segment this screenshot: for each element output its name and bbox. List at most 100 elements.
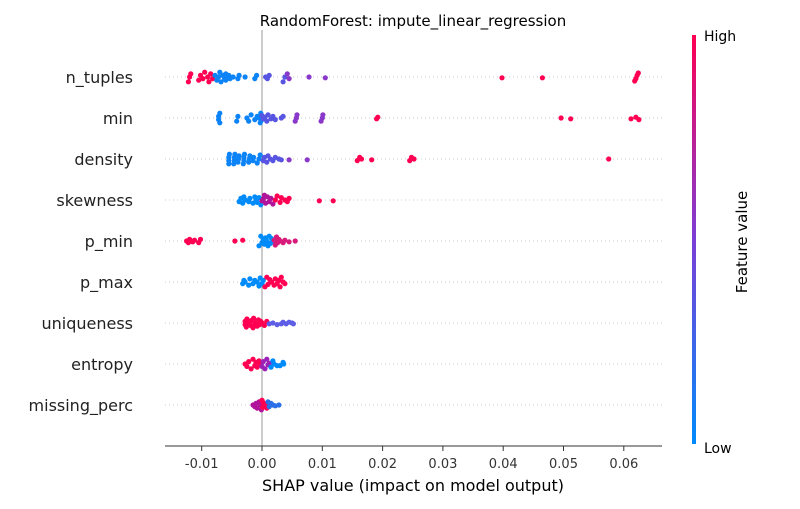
shap-point [240,237,246,243]
shap-point [257,152,263,158]
shap-point [320,112,326,118]
shap-point [568,116,574,122]
shap-point [236,72,242,78]
shap-point [280,113,286,119]
shap-point [247,276,253,282]
x-tick-label: 0.04 [489,457,518,472]
shap-point [322,75,328,81]
shap-point [187,74,193,80]
shap-point [286,76,292,82]
shap-point [262,366,268,372]
shap-point [277,284,283,290]
shap-point [248,366,254,372]
shap-point [270,320,276,326]
shap-point [272,197,278,203]
shap-point [202,69,208,75]
shap-point [290,321,296,327]
feature-label: skewness [56,191,133,210]
shap-point [260,196,266,202]
shap-point [274,322,280,328]
shap-point [185,79,191,85]
shap-point [218,79,224,85]
shap-point [206,79,212,85]
shap-point [244,316,250,322]
shap-point [272,117,278,123]
shap-point [246,118,252,124]
shap-point [196,77,202,83]
shap-point [226,151,232,157]
shap-point [282,237,288,243]
shap-point [242,74,248,80]
colorbar-title: Feature value [733,191,751,293]
shap-point [499,75,505,81]
feature-label: entropy [71,355,133,374]
colorbar-low-label: Low [704,441,732,457]
shap-point [635,70,641,76]
shap-point [197,236,204,242]
shap-point [539,75,546,81]
shap-point [266,72,272,78]
shap-point [281,361,287,367]
feature-label: uniqueness [41,314,133,333]
feature-label: n_tuples [66,68,133,88]
shap-point [217,120,223,126]
shap-point [369,157,375,163]
shap-point [284,71,290,77]
shap-points [184,69,642,413]
shap-point [191,237,198,243]
shap-point [266,360,272,366]
shap-point [274,193,280,199]
shap-point [261,322,267,328]
shap-point [254,72,260,78]
shap-point [278,274,284,280]
shap-point [282,281,288,287]
shap-point [292,238,298,244]
shap-point [375,114,381,120]
chart-title: RandomForest: impute_linear_regression [260,12,566,31]
feature-label: density [74,150,133,169]
shap-point [264,118,270,124]
colorbar-high-label: High [704,29,736,45]
x-tick-label: 0.01 [308,457,337,472]
shap-point [254,279,260,285]
shap-point [286,239,292,245]
shap-point [246,282,252,288]
shap-point [216,74,222,80]
shap-point [558,115,564,121]
row-guide-lines [165,76,662,406]
shap-point [286,195,292,201]
x-axis-label: SHAP value (impact on model output) [262,476,564,495]
shap-point [251,154,257,160]
shap-point [247,195,253,201]
shap-point [258,202,264,208]
shap-point [306,74,312,80]
shap-point [200,76,206,82]
shap-point [250,325,256,331]
shap-point [251,315,257,321]
shap-point [606,156,612,162]
x-axis-ticks: -0.01 0.00 0.01 0.02 0.03 0.04 0.05 0.06 [185,446,638,472]
shap-point [265,112,271,118]
shap-point [264,356,270,362]
shap-point [330,198,336,204]
feature-label: p_max [80,273,133,293]
shap-point [636,117,642,123]
x-tick-label: 0.05 [549,457,578,472]
shap-point [316,198,322,204]
shap-point [270,201,276,207]
shap-point [286,157,292,163]
shap-point [358,156,365,162]
shap-point [278,157,284,163]
shap-point [294,112,300,118]
x-tick-label: 0.00 [248,457,277,472]
shap-point [241,151,248,157]
shap-point [276,402,282,408]
shap-point [230,74,236,80]
x-tick-label: 0.02 [368,457,397,472]
shap-point [242,279,248,285]
shap-point [208,71,214,77]
x-tick-label: 0.03 [428,457,457,472]
shap-point [411,156,417,162]
